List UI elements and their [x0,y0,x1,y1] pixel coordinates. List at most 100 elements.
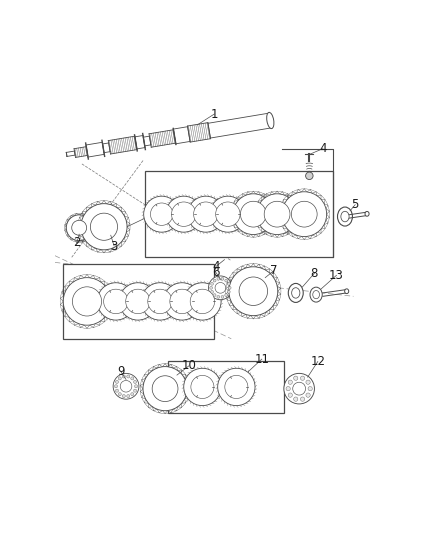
Text: 3: 3 [110,239,118,253]
Circle shape [97,282,134,320]
Circle shape [116,389,119,392]
Circle shape [217,277,220,280]
Circle shape [306,393,310,397]
Circle shape [184,282,221,320]
Bar [145,171,333,257]
Text: 2: 2 [73,236,81,249]
Circle shape [291,201,317,227]
Circle shape [81,204,127,250]
Ellipse shape [365,212,369,216]
Circle shape [114,385,117,388]
Circle shape [240,201,266,227]
Circle shape [66,215,92,241]
Circle shape [172,202,196,227]
Circle shape [225,375,248,399]
Text: 11: 11 [254,353,269,366]
Circle shape [229,267,278,316]
Circle shape [228,286,231,289]
Circle shape [284,374,314,404]
Polygon shape [143,136,151,146]
Circle shape [134,389,137,392]
Circle shape [163,282,201,320]
Polygon shape [187,123,211,142]
Text: 6: 6 [212,266,220,279]
Bar [169,361,284,414]
Circle shape [141,282,179,320]
Polygon shape [135,135,145,149]
Ellipse shape [310,287,322,302]
Circle shape [126,289,150,313]
Polygon shape [66,151,75,157]
Text: 1: 1 [211,108,218,120]
Text: 13: 13 [329,269,344,282]
Circle shape [293,376,298,381]
Circle shape [188,196,224,232]
Circle shape [127,394,130,398]
Polygon shape [74,147,88,157]
Circle shape [210,196,246,232]
Circle shape [118,377,121,380]
Circle shape [215,202,240,227]
Text: 9: 9 [117,365,125,378]
Circle shape [131,393,134,395]
Circle shape [300,397,305,401]
Text: 7: 7 [270,264,277,277]
Circle shape [170,289,194,313]
Circle shape [184,368,221,406]
Circle shape [264,201,290,227]
Circle shape [293,382,306,395]
Circle shape [148,289,172,313]
Circle shape [282,192,327,237]
Ellipse shape [341,211,349,222]
Text: 4: 4 [212,260,220,273]
Circle shape [306,380,310,384]
Polygon shape [65,113,272,162]
Polygon shape [86,142,104,157]
Circle shape [286,386,290,391]
Circle shape [227,290,230,293]
Circle shape [143,367,187,411]
Circle shape [72,287,102,316]
Circle shape [221,277,224,280]
Text: 4: 4 [319,142,327,155]
Circle shape [113,374,139,399]
Circle shape [308,386,312,391]
Text: 12: 12 [311,355,325,368]
Circle shape [144,196,180,232]
Circle shape [104,289,128,313]
Circle shape [213,279,216,282]
Circle shape [221,295,224,298]
Circle shape [134,381,137,383]
Ellipse shape [292,288,300,298]
Circle shape [288,393,293,397]
Ellipse shape [345,289,349,294]
Circle shape [118,393,121,395]
Circle shape [211,290,213,293]
Circle shape [131,377,134,380]
Ellipse shape [313,290,319,298]
Circle shape [122,375,125,378]
Circle shape [119,282,157,320]
Circle shape [215,282,226,293]
Circle shape [90,213,117,240]
Polygon shape [173,127,190,144]
Circle shape [127,375,130,378]
Circle shape [239,277,268,305]
Circle shape [218,368,255,406]
Circle shape [166,196,202,232]
Ellipse shape [267,112,274,128]
Circle shape [210,286,212,289]
Circle shape [122,394,125,398]
Circle shape [208,276,232,300]
Text: 10: 10 [181,359,196,373]
Text: 5: 5 [351,198,359,211]
Circle shape [120,381,132,392]
Circle shape [72,220,87,235]
Circle shape [227,282,230,285]
Ellipse shape [288,284,303,302]
Circle shape [63,278,111,325]
Circle shape [134,385,138,388]
Circle shape [288,380,293,384]
Polygon shape [149,130,176,147]
Polygon shape [108,136,137,154]
